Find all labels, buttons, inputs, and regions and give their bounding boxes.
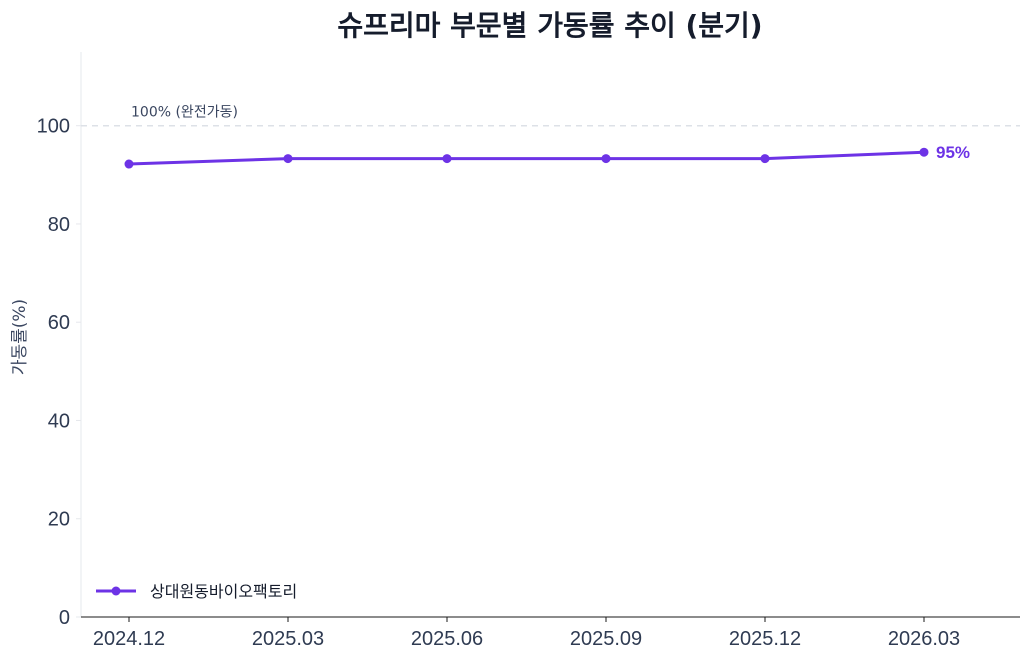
y-tick-label: 0	[59, 607, 70, 629]
legend-swatch-marker	[111, 586, 121, 596]
x-tick-label: 2025.09	[570, 628, 642, 650]
y-axis-label: 가동률(%)	[10, 299, 30, 375]
end-value-label: 95%	[936, 143, 970, 162]
data-point	[442, 154, 452, 164]
legend: 상대원동바이오팩토리	[96, 582, 297, 601]
data-point	[601, 154, 611, 164]
x-tick-label: 2025.06	[411, 628, 483, 650]
y-tick-label: 80	[48, 214, 70, 236]
y-tick-label: 40	[48, 410, 70, 432]
reference-line-label: 100% (완전가동)	[131, 105, 238, 121]
x-tick-label: 2024.12	[93, 628, 165, 650]
x-tick-label: 2025.12	[729, 628, 801, 650]
y-tick-label: 20	[48, 509, 70, 531]
series-line	[128, 150, 925, 166]
legend-label: 상대원동바이오팩토리	[150, 582, 297, 601]
y-tick-labels: 0 20 40 60 80 100	[37, 116, 81, 629]
x-tick-labels: 2024.12 2025.03 2025.06 2025.09 2025.12 2026.…	[93, 617, 960, 650]
x-tick-label: 2025.03	[252, 628, 324, 650]
x-tick-label: 2026.03	[888, 628, 960, 650]
axes	[80, 52, 1020, 618]
data-point	[760, 154, 770, 164]
y-tick-label: 60	[48, 312, 70, 334]
data-point	[283, 154, 293, 164]
reference-line-group: 100% (완전가동)	[81, 105, 1020, 127]
chart-title: 슈프리마 부문별 가동률 추이 (분기)	[337, 9, 762, 42]
series-group	[124, 147, 929, 169]
data-point	[919, 147, 929, 157]
y-tick-label: 100	[37, 116, 70, 138]
data-point	[124, 159, 134, 169]
